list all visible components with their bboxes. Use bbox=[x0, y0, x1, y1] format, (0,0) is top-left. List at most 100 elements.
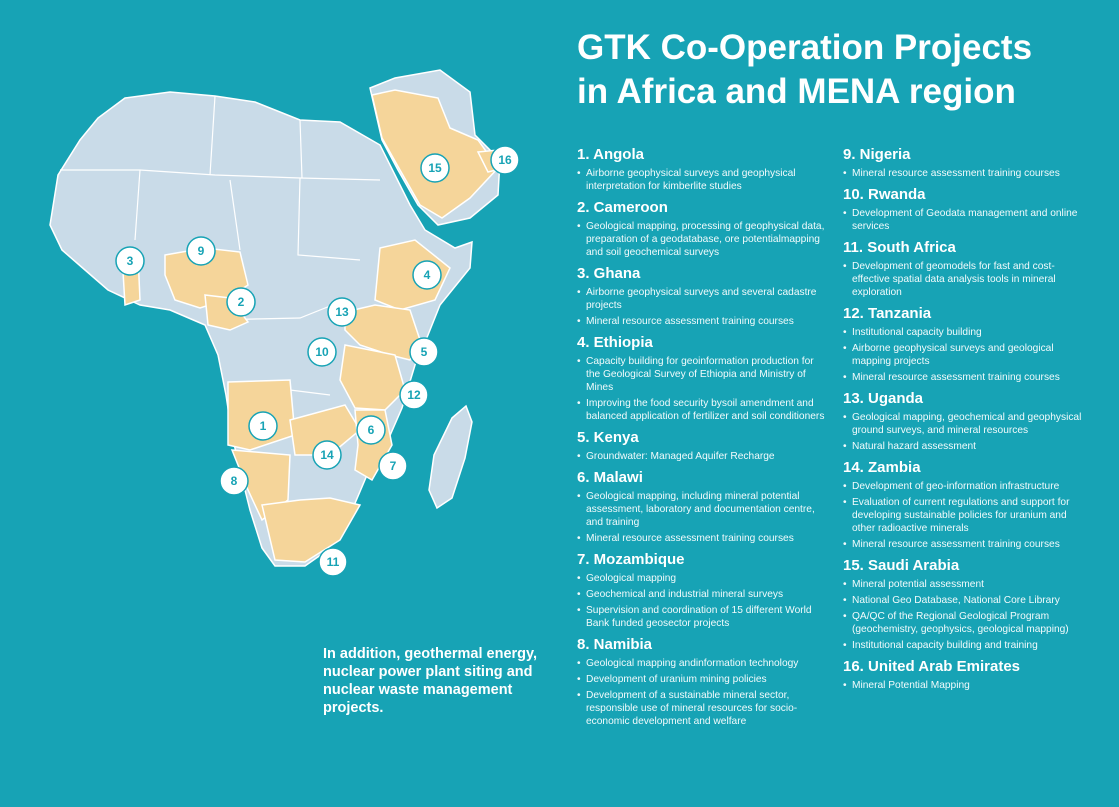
svg-text:16: 16 bbox=[498, 153, 512, 167]
marker-9[interactable]: 9 bbox=[186, 236, 216, 266]
project-item: Groundwater: Managed Aquifer Recharge bbox=[577, 450, 827, 463]
south-africa-region bbox=[261, 497, 362, 563]
project-item: QA/QC of the Regional Geological Program… bbox=[843, 610, 1083, 636]
project-item: Geological mapping, processing of geophy… bbox=[577, 220, 827, 259]
svg-text:1: 1 bbox=[260, 419, 267, 433]
marker-15[interactable]: 15 bbox=[420, 153, 450, 183]
marker-5[interactable]: 5 bbox=[409, 337, 439, 367]
title-line-1: GTK Co-Operation Projects bbox=[577, 28, 1033, 67]
africa-map: 1 2 3 4 5 6 7 8 9 10 11 12 13 14 15 16 bbox=[49, 69, 520, 577]
svg-text:15: 15 bbox=[428, 161, 442, 175]
project-item: Airborne geophysical surveys and geophys… bbox=[577, 167, 827, 193]
project-item: Mineral resource assessment training cou… bbox=[843, 371, 1083, 384]
page-title: GTK Co-Operation Projects in Africa and … bbox=[577, 26, 1107, 114]
svg-text:9: 9 bbox=[198, 244, 205, 258]
project-heading: 6. Malawi bbox=[577, 469, 643, 486]
project-uae: 16. United Arab Emirates Mineral Potenti… bbox=[843, 658, 1083, 692]
project-item: Mineral resource assessment training cou… bbox=[577, 315, 827, 328]
project-mozambique: 7. Mozambique Geological mapping Geochem… bbox=[577, 551, 827, 630]
marker-14[interactable]: 14 bbox=[312, 440, 342, 470]
marker-7[interactable]: 7 bbox=[378, 451, 408, 481]
project-heading: 11. South Africa bbox=[843, 239, 956, 256]
project-item: Mineral resource assessment training cou… bbox=[843, 538, 1083, 551]
project-item: Mineral resource assessment training cou… bbox=[577, 532, 827, 545]
project-item: Institutional capacity building bbox=[843, 326, 1083, 339]
project-item: Capacity building for geoinformation pro… bbox=[577, 355, 827, 394]
project-list-left: 1. Angola Airborne geophysical surveys a… bbox=[577, 146, 827, 734]
additional-projects-note: In addition, geothermal energy, nuclear … bbox=[323, 646, 538, 716]
project-saudi-arabia: 15. Saudi Arabia Mineral potential asses… bbox=[843, 557, 1083, 652]
marker-16[interactable]: 16 bbox=[490, 145, 520, 175]
svg-text:5: 5 bbox=[421, 345, 428, 359]
svg-text:2: 2 bbox=[238, 295, 245, 309]
project-south-africa: 11. South Africa Development of geomodel… bbox=[843, 239, 1083, 299]
svg-text:14: 14 bbox=[320, 448, 334, 462]
project-heading: 5. Kenya bbox=[577, 429, 639, 446]
project-tanzania: 12. Tanzania Institutional capacity buil… bbox=[843, 305, 1083, 384]
project-namibia: 8. Namibia Geological mapping andinforma… bbox=[577, 636, 827, 728]
project-heading: 1. Angola bbox=[577, 146, 644, 163]
project-heading: 13. Uganda bbox=[843, 390, 924, 407]
project-heading: 12. Tanzania bbox=[843, 305, 932, 322]
marker-3[interactable]: 3 bbox=[115, 246, 145, 276]
project-uganda: 13. Uganda Geological mapping, geochemic… bbox=[843, 390, 1083, 453]
madagascar bbox=[428, 404, 473, 510]
marker-2[interactable]: 2 bbox=[226, 287, 256, 317]
svg-text:13: 13 bbox=[335, 305, 349, 319]
uganda-kenya-region bbox=[344, 304, 421, 361]
project-heading: 4. Ethiopia bbox=[577, 334, 653, 351]
project-heading: 15. Saudi Arabia bbox=[843, 557, 960, 574]
svg-text:6: 6 bbox=[368, 423, 375, 437]
marker-10[interactable]: 10 bbox=[307, 337, 337, 367]
project-heading: 10. Rwanda bbox=[843, 186, 926, 203]
svg-text:12: 12 bbox=[407, 388, 421, 402]
marker-13[interactable]: 13 bbox=[327, 297, 357, 327]
project-item: Development of a sustainable mineral sec… bbox=[577, 689, 827, 728]
marker-11[interactable]: 11 bbox=[318, 547, 348, 577]
project-cameroon: 2. Cameroon Geological mapping, processi… bbox=[577, 199, 827, 259]
project-nigeria: 9. Nigeria Mineral resource assessment t… bbox=[843, 146, 1083, 180]
marker-12[interactable]: 12 bbox=[399, 380, 429, 410]
project-heading: 16. United Arab Emirates bbox=[843, 658, 1021, 675]
project-heading: 9. Nigeria bbox=[843, 146, 911, 163]
project-item: Development of geomodels for fast and co… bbox=[843, 260, 1083, 299]
project-item: Evaluation of current regulations and su… bbox=[843, 496, 1083, 535]
country-borders bbox=[60, 95, 381, 396]
marker-6[interactable]: 6 bbox=[356, 415, 386, 445]
project-item: Institutional capacity building and trai… bbox=[843, 639, 1083, 652]
svg-text:8: 8 bbox=[231, 474, 238, 488]
project-kenya: 5. Kenya Groundwater: Managed Aquifer Re… bbox=[577, 429, 827, 463]
project-item: Mineral Potential Mapping bbox=[843, 679, 1083, 692]
project-item: National Geo Database, National Core Lib… bbox=[843, 594, 1083, 607]
project-item: Geological mapping, geochemical and geop… bbox=[843, 411, 1083, 437]
project-heading: 7. Mozambique bbox=[577, 551, 685, 568]
project-heading: 2. Cameroon bbox=[577, 199, 668, 216]
marker-8[interactable]: 8 bbox=[219, 466, 249, 496]
project-ethiopia: 4. Ethiopia Capacity building for geoinf… bbox=[577, 334, 827, 423]
project-item: Mineral resource assessment training cou… bbox=[843, 167, 1083, 180]
project-rwanda: 10. Rwanda Development of Geodata manage… bbox=[843, 186, 1083, 233]
project-ghana: 3. Ghana Airborne geophysical surveys an… bbox=[577, 265, 827, 328]
project-item: Supervision and coordination of 15 diffe… bbox=[577, 604, 827, 630]
project-item: Geochemical and industrial mineral surve… bbox=[577, 588, 827, 601]
project-item: Natural hazard assessment bbox=[843, 440, 1083, 453]
project-heading: 14. Zambia bbox=[843, 459, 921, 476]
svg-text:4: 4 bbox=[424, 268, 431, 282]
project-angola: 1. Angola Airborne geophysical surveys a… bbox=[577, 146, 827, 193]
svg-text:3: 3 bbox=[127, 254, 134, 268]
marker-1[interactable]: 1 bbox=[248, 411, 278, 441]
project-item: Development of uranium mining policies bbox=[577, 673, 827, 686]
svg-text:7: 7 bbox=[390, 459, 397, 473]
project-item: Airborne geophysical surveys and several… bbox=[577, 286, 827, 312]
project-item: Geological mapping, including mineral po… bbox=[577, 490, 827, 529]
zambia-region bbox=[289, 404, 361, 456]
project-item: Development of Geodata management and on… bbox=[843, 207, 1083, 233]
svg-text:11: 11 bbox=[327, 555, 340, 569]
marker-4[interactable]: 4 bbox=[412, 260, 442, 290]
cameroon-region bbox=[204, 294, 250, 331]
project-item: Geological mapping bbox=[577, 572, 827, 585]
title-line-2: in Africa and MENA region bbox=[577, 72, 1016, 111]
project-item: Geological mapping andinformation techno… bbox=[577, 657, 827, 670]
project-item: Mineral potential assessment bbox=[843, 578, 1083, 591]
project-item: Airborne geophysical surveys and geologi… bbox=[843, 342, 1083, 368]
